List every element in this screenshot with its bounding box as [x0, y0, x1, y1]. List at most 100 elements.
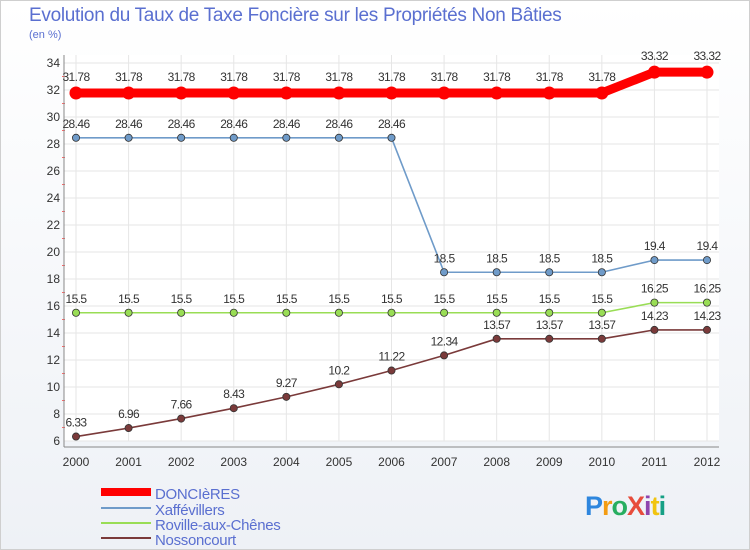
grid-layer [64, 55, 719, 442]
legend-swatch-nossoncourt [101, 537, 151, 539]
data-label-roville: 16.25 [641, 282, 669, 296]
data-label-nossoncourt: 13.57 [588, 318, 616, 332]
data-point-nossoncourt [177, 414, 186, 423]
data-label-roville: 15.5 [171, 292, 193, 306]
logo-letter: i [644, 491, 651, 521]
data-label-xaffevillers: 18.5 [539, 251, 561, 265]
data-point-doncieres [647, 65, 661, 79]
data-point-nossoncourt [334, 380, 343, 389]
data-point-doncieres [122, 86, 136, 100]
data-point-doncieres [595, 86, 609, 100]
data-point-roville [387, 308, 396, 317]
y-tick-label: 16 [47, 299, 61, 313]
data-label-nossoncourt: 7.66 [171, 398, 193, 412]
x-tick-label: 2009 [536, 455, 563, 469]
data-label-xaffevillers: 28.46 [220, 117, 248, 131]
data-point-doncieres [69, 86, 83, 100]
data-point-nossoncourt [703, 325, 712, 334]
data-label-roville: 15.5 [381, 292, 403, 306]
data-label-nossoncourt: 14.23 [693, 309, 721, 323]
data-point-xaffevillers [282, 133, 291, 142]
data-label-xaffevillers: 28.46 [168, 117, 196, 131]
data-label-nossoncourt: 13.57 [483, 318, 511, 332]
data-label-doncieres: 31.78 [378, 70, 406, 84]
data-point-doncieres [490, 86, 504, 100]
data-label-xaffevillers: 18.5 [434, 251, 456, 265]
y-tick-label: 32 [47, 83, 61, 97]
data-label-xaffevillers: 28.46 [325, 117, 353, 131]
legend-swatch-roville [101, 522, 151, 524]
data-point-nossoncourt [650, 325, 659, 334]
data-point-nossoncourt [492, 334, 501, 343]
x-tick-label: 2007 [431, 455, 458, 469]
logo-letter: r [602, 491, 612, 521]
data-point-doncieres [700, 65, 714, 79]
data-point-roville [177, 308, 186, 317]
logo-letter: P [585, 491, 603, 521]
x-tick-label: 2001 [115, 455, 142, 469]
data-label-doncieres: 31.78 [273, 70, 301, 84]
data-point-roville [703, 298, 712, 307]
data-label-doncieres: 31.78 [62, 70, 90, 84]
x-tick-label: 2011 [642, 455, 668, 469]
data-point-roville [545, 308, 554, 317]
data-point-doncieres [332, 86, 346, 100]
legend-swatch-doncieres [101, 488, 151, 496]
labels-layer: 31.78 31.78 31.78 31.78 31.78 31.78 31.78 31.78… [62, 49, 722, 430]
data-label-roville: 15.5 [591, 292, 613, 306]
chart-title: Evolution du Taux de Taxe Foncière sur l… [29, 5, 562, 26]
data-point-xaffevillers [650, 256, 659, 265]
data-point-roville [72, 308, 81, 317]
data-point-roville [492, 308, 501, 317]
data-label-nossoncourt: 13.57 [536, 318, 564, 332]
data-label-xaffevillers: 28.46 [378, 117, 406, 131]
data-point-nossoncourt [545, 334, 554, 343]
data-label-doncieres: 31.78 [168, 70, 196, 84]
data-label-doncieres: 31.78 [325, 70, 353, 84]
data-label-xaffevillers: 28.46 [62, 117, 90, 131]
data-label-nossoncourt: 10.2 [328, 363, 350, 377]
y-tick-label: 28 [47, 137, 61, 151]
legend-label-nossoncourt: Nossoncourt [155, 532, 236, 549]
data-point-doncieres [227, 86, 241, 100]
y-tick-label: 18 [47, 272, 61, 286]
series-layer [69, 65, 714, 441]
x-tick-label: 2005 [326, 455, 353, 469]
data-label-roville: 15.5 [276, 292, 298, 306]
data-point-xaffevillers [177, 133, 186, 142]
x-tick-label: 2010 [588, 455, 615, 469]
y-tick-label: 26 [47, 164, 61, 178]
x-tick-label: 2002 [168, 455, 195, 469]
data-label-doncieres: 31.78 [431, 70, 459, 84]
data-label-roville: 15.5 [434, 292, 456, 306]
data-label-roville: 15.5 [328, 292, 350, 306]
data-point-xaffevillers [334, 133, 343, 142]
data-label-roville: 15.5 [223, 292, 245, 306]
data-point-xaffevillers [124, 133, 133, 142]
logo-letter: t [650, 491, 660, 521]
data-label-xaffevillers: 28.46 [273, 117, 301, 131]
data-point-doncieres [385, 86, 398, 100]
data-label-doncieres: 31.78 [588, 70, 616, 84]
data-point-doncieres [437, 86, 451, 100]
data-label-doncieres: 31.78 [483, 70, 511, 84]
data-point-roville [334, 308, 343, 317]
data-label-roville: 15.5 [118, 292, 140, 306]
data-label-xaffevillers: 18.5 [486, 251, 508, 265]
x-tick-label: 2012 [694, 455, 721, 469]
y-axis-unit: (en %) [29, 29, 62, 41]
legend-swatch-xaffevillers [101, 507, 151, 509]
data-point-roville [229, 308, 238, 317]
y-tick-label: 24 [47, 191, 61, 205]
y-tick-label: 34 [47, 56, 61, 70]
axes-layer: 6 8 10 12 14 16 18 20 22 24 26 28 30 32 34 2000 2001 2002… [47, 55, 721, 469]
proxiti-logo: ProXiti [585, 491, 666, 522]
data-label-nossoncourt: 6.33 [66, 416, 88, 430]
x-tick-label: 2006 [378, 455, 405, 469]
y-tick-label: 14 [47, 326, 61, 340]
logo-letter: X [627, 491, 645, 521]
data-point-roville [650, 298, 659, 307]
data-label-doncieres: 31.78 [220, 70, 248, 84]
data-label-xaffevillers: 28.46 [115, 117, 143, 131]
